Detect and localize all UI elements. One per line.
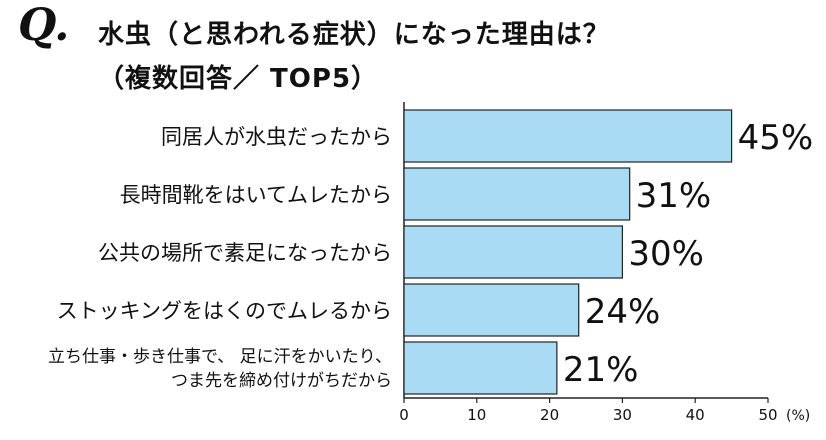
chart-title: 水虫（と思われる症状）になった理由は？: [98, 20, 610, 50]
x-tick-label: 50: [758, 406, 777, 424]
category-label: ストッキングをはくのでムレるから: [57, 299, 392, 323]
bar: [403, 167, 631, 221]
category-label: 公共の場所で素足になったから: [98, 241, 392, 265]
chart-subtitle: （複数回答／ TOP5）: [98, 64, 379, 94]
bar: [403, 283, 580, 337]
bar-value-label: 45%: [738, 118, 814, 158]
bar-value-label: 30%: [628, 234, 704, 274]
bar-value-label: 24%: [585, 292, 661, 332]
bar: [403, 341, 558, 395]
x-tick-label: 40: [686, 406, 705, 424]
x-tick-label: 0: [399, 406, 409, 424]
x-tick-label: 30: [613, 406, 632, 424]
bar-value-label: 21%: [563, 350, 639, 390]
category-label: 長時間靴をはいてムレたから: [120, 183, 392, 207]
category-label: 同居人が水虫だったから: [161, 125, 392, 149]
x-tick-label: 20: [540, 406, 559, 424]
category-label: つま先を締め付けがちだから: [171, 371, 392, 391]
category-label: 立ち仕事・歩き仕事で、 足に汗をかいたり、: [48, 347, 392, 367]
bar: [403, 225, 623, 279]
bar: [403, 109, 733, 163]
x-unit-label: (%): [786, 408, 810, 424]
question-mark-logo: Q.: [18, 0, 70, 51]
bar-value-label: 31%: [636, 176, 712, 216]
x-tick-label: 10: [467, 406, 486, 424]
